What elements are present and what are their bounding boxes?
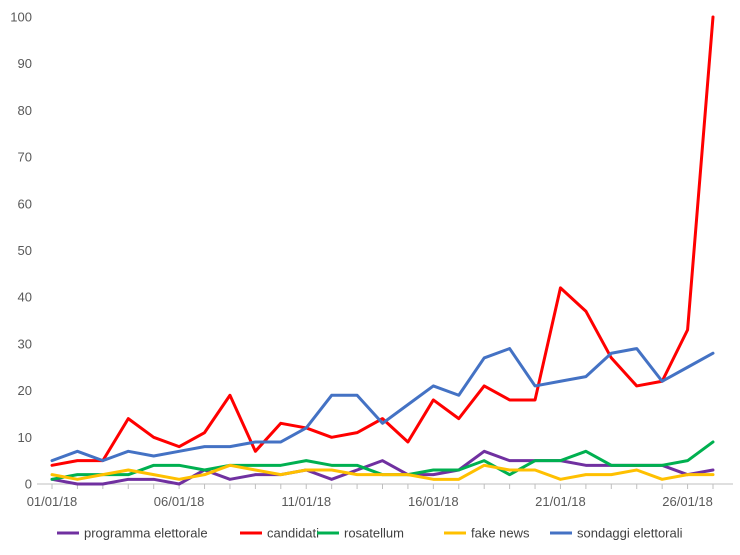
series-line-sondaggi-elettorali	[50, 347, 715, 463]
legend-label: sondaggi elettorali	[577, 526, 683, 541]
y-tick-label: 60	[18, 196, 32, 211]
series-line-candidati	[50, 15, 715, 467]
y-tick-label: 10	[18, 430, 32, 445]
legend-item-rosatellum: rosatellum	[317, 526, 404, 541]
y-tick-label: 90	[18, 56, 32, 71]
x-tick-label: 11/01/18	[281, 494, 331, 509]
y-tick-label: 50	[18, 243, 32, 258]
legend-label: fake news	[471, 526, 530, 541]
y-tick-label: 100	[10, 10, 32, 25]
y-tick-label: 80	[18, 103, 32, 118]
y-tick-label: 0	[25, 477, 32, 492]
series-line-fake-news	[50, 463, 715, 481]
x-tick-label: 26/01/18	[662, 494, 713, 509]
x-tick-label: 01/01/18	[27, 494, 78, 509]
y-tick-label: 70	[18, 150, 32, 165]
y-tick-label: 40	[18, 290, 32, 305]
legend-label: candidati	[267, 526, 319, 541]
x-tick-label: 06/01/18	[154, 494, 205, 509]
y-tick-label: 20	[18, 383, 32, 398]
legend-item-programma-elettorale: programma elettorale	[57, 526, 208, 541]
legend-label: programma elettorale	[84, 526, 208, 541]
legend-label: rosatellum	[344, 526, 404, 541]
x-tick-label: 16/01/18	[408, 494, 459, 509]
y-tick-label: 30	[18, 336, 32, 351]
legend-item-candidati: candidati	[240, 526, 319, 541]
legend-item-sondaggi-elettorali: sondaggi elettorali	[550, 526, 683, 541]
x-tick-label: 21/01/18	[535, 494, 586, 509]
series-line-programma-elettorale	[50, 449, 715, 486]
legend-item-fake-news: fake news	[444, 526, 530, 541]
